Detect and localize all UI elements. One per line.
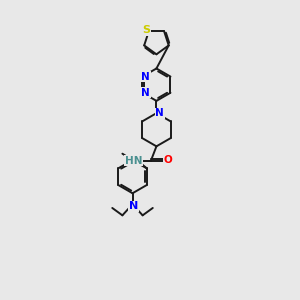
Text: N: N — [141, 72, 150, 82]
Text: N: N — [155, 108, 164, 118]
Text: O: O — [164, 155, 172, 165]
Text: HN: HN — [125, 156, 142, 166]
Text: S: S — [143, 25, 151, 35]
Text: N: N — [129, 202, 138, 212]
Text: N: N — [141, 88, 150, 98]
